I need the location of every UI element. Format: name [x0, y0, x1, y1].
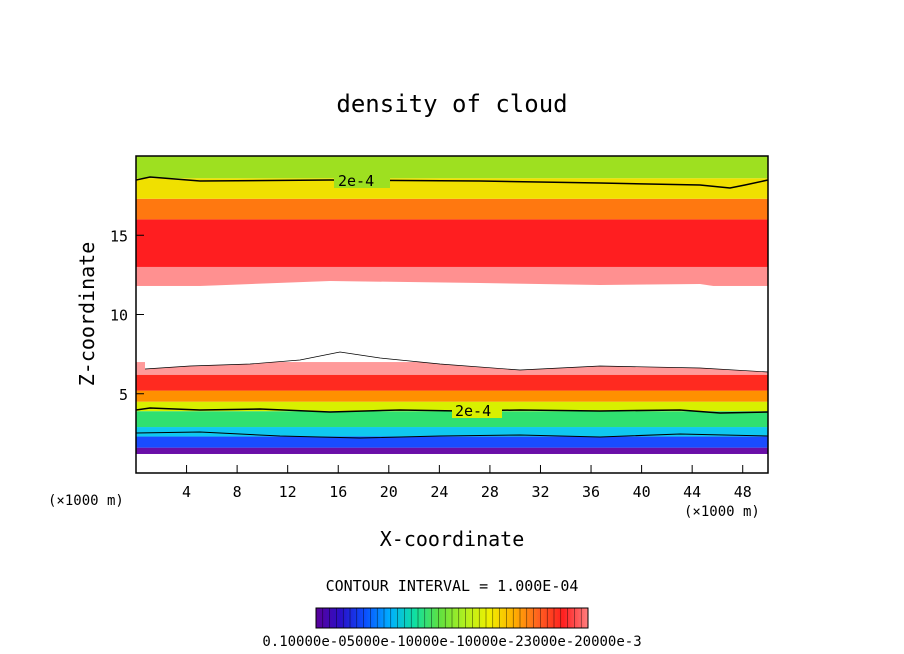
contour-label-top: 2e-4 [338, 172, 374, 190]
x-tick-label: 48 [734, 483, 752, 501]
y-unit-label: (×1000 m) [48, 493, 124, 509]
colorbar-ticks [322, 608, 582, 628]
chart-title: density of cloud [336, 90, 567, 118]
layer-orange-high [136, 198, 768, 220]
layer-base-purple [136, 447, 768, 454]
x-tick-label: 16 [329, 483, 347, 501]
layer-red-low [136, 374, 768, 391]
x-tick-label: 28 [481, 483, 499, 501]
contour-label-bg-top [334, 172, 390, 188]
lower-contour-line-2 [136, 431, 768, 439]
layer-pink-high [136, 266, 768, 286]
layer-orange [136, 390, 768, 402]
layer-blue [136, 436, 768, 448]
contour-label-bg-bottom [452, 402, 502, 418]
y-tick-label: 5 [119, 386, 128, 404]
gap-outline [144, 351, 768, 373]
colorbar-labels: 0.10000e-05000e-10000e-10000e-23000e-200… [262, 634, 641, 650]
lower-contour-line [136, 407, 768, 414]
x-tick-label: 36 [582, 483, 600, 501]
upper-contour-line [136, 176, 768, 189]
layer-green [136, 411, 768, 428]
contour-label-bottom: 2e-4 [455, 402, 491, 420]
x-unit-label: (×1000 m) [684, 504, 760, 520]
y-tick-label: 10 [110, 307, 128, 325]
x-tick-label: 24 [430, 483, 448, 501]
contour-interval-text: CONTOUR INTERVAL = 1.000E-04 [326, 577, 579, 595]
layer-red-high [136, 219, 768, 267]
layer-green-top [136, 156, 768, 179]
x-tick-label: 44 [683, 483, 701, 501]
x-tick-label: 20 [380, 483, 398, 501]
plot-area [136, 156, 768, 473]
y-axis-ticks: 5 10 15 [110, 227, 144, 404]
clear-gap-region [145, 281, 768, 372]
x-axis-label: X-coordinate [380, 527, 525, 551]
x-tick-label: 40 [633, 483, 651, 501]
x-tick-label: 8 [233, 483, 242, 501]
x-tick-label: 32 [531, 483, 549, 501]
layer-cyan [136, 427, 768, 437]
density-layers [136, 156, 768, 454]
x-axis-ticks: 4 8 12 16 20 24 28 32 36 40 44 48 [182, 465, 752, 501]
x-tick-label: 4 [182, 483, 191, 501]
y-axis-label: Z-coordinate [75, 242, 99, 387]
x-tick-label: 12 [279, 483, 297, 501]
y-tick-label: 15 [110, 227, 128, 245]
